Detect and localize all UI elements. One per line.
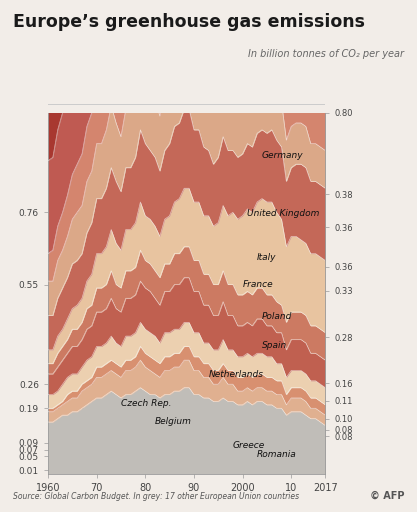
Text: Belgium: Belgium xyxy=(155,417,192,426)
Text: Europe’s greenhouse gas emissions: Europe’s greenhouse gas emissions xyxy=(13,13,364,31)
Text: Italy: Italy xyxy=(257,252,276,262)
Text: France: France xyxy=(243,280,273,289)
Text: Germany: Germany xyxy=(262,152,304,160)
Text: Spain: Spain xyxy=(262,341,287,350)
Text: Source: Global Carbon Budget. In grey: 17 other European Union countries: Source: Global Carbon Budget. In grey: 1… xyxy=(13,492,299,501)
Text: In billion tonnes of CO₂ per year: In billion tonnes of CO₂ per year xyxy=(249,49,404,59)
Text: Poland: Poland xyxy=(262,312,292,321)
Text: Romania: Romania xyxy=(257,451,297,459)
Text: Netherlands: Netherlands xyxy=(208,370,264,379)
Text: United Kingdom: United Kingdom xyxy=(247,209,320,218)
Text: © AFP: © AFP xyxy=(370,490,404,501)
Text: Greece: Greece xyxy=(233,441,265,450)
Text: Czech Rep.: Czech Rep. xyxy=(121,399,171,408)
